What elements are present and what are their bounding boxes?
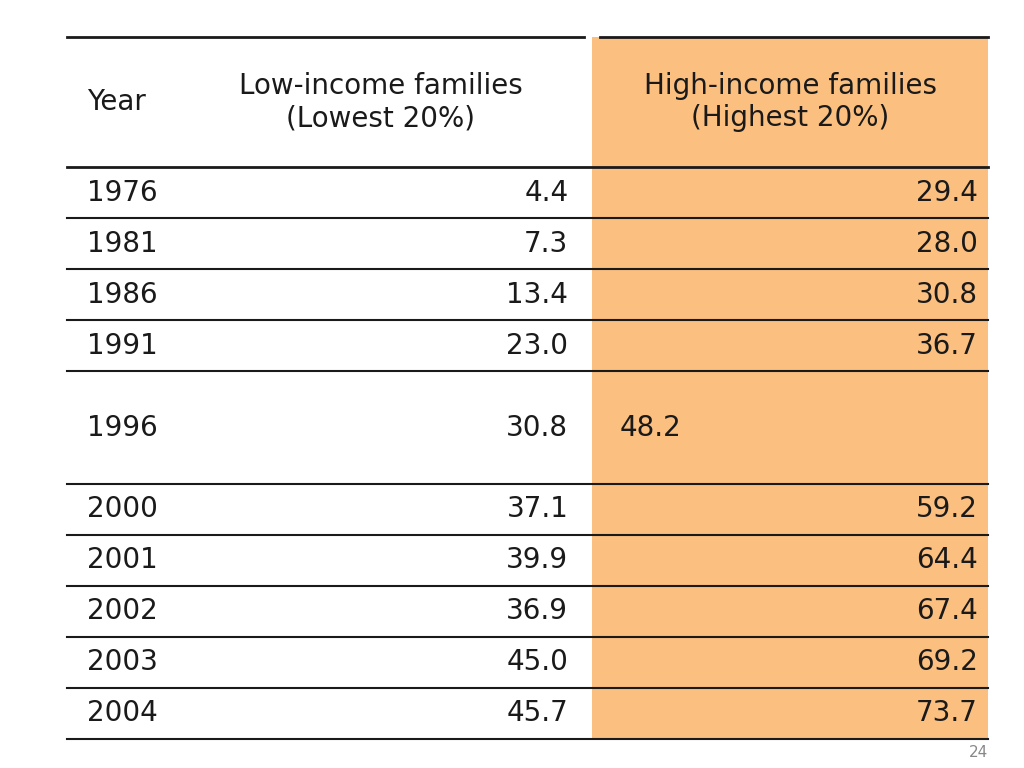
Text: Low-income families
(Lowest 20%): Low-income families (Lowest 20%): [239, 72, 522, 132]
Text: 36.9: 36.9: [506, 598, 568, 625]
Text: 7.3: 7.3: [524, 230, 568, 258]
Text: 2002: 2002: [87, 598, 158, 625]
Text: 4.4: 4.4: [524, 179, 568, 207]
Text: 13.4: 13.4: [507, 281, 568, 309]
Text: 67.4: 67.4: [916, 598, 978, 625]
Text: 29.4: 29.4: [916, 179, 978, 207]
Text: 45.0: 45.0: [507, 648, 568, 677]
Text: 2003: 2003: [87, 648, 158, 677]
Text: 23.0: 23.0: [506, 332, 568, 360]
Text: 59.2: 59.2: [916, 495, 978, 523]
Text: 30.8: 30.8: [506, 414, 568, 442]
Text: 1991: 1991: [87, 332, 158, 360]
Text: 64.4: 64.4: [916, 546, 978, 574]
Text: 1996: 1996: [87, 414, 158, 442]
Text: 24: 24: [969, 745, 988, 760]
Text: 1976: 1976: [87, 179, 158, 207]
Text: 2000: 2000: [87, 495, 158, 523]
Text: High-income families
(Highest 20%): High-income families (Highest 20%): [643, 72, 937, 132]
Text: 2004: 2004: [87, 700, 158, 727]
Text: 2001: 2001: [87, 546, 158, 574]
Bar: [592, 37, 988, 739]
Text: 1986: 1986: [87, 281, 158, 309]
Text: 45.7: 45.7: [507, 700, 568, 727]
Text: Year: Year: [87, 88, 145, 116]
Text: 36.7: 36.7: [916, 332, 978, 360]
Text: 39.9: 39.9: [506, 546, 568, 574]
Text: 28.0: 28.0: [916, 230, 978, 258]
Text: 30.8: 30.8: [915, 281, 978, 309]
Text: 48.2: 48.2: [620, 414, 681, 442]
Text: 73.7: 73.7: [916, 700, 978, 727]
Text: 69.2: 69.2: [916, 648, 978, 677]
Text: 1981: 1981: [87, 230, 158, 258]
Text: 37.1: 37.1: [507, 495, 568, 523]
